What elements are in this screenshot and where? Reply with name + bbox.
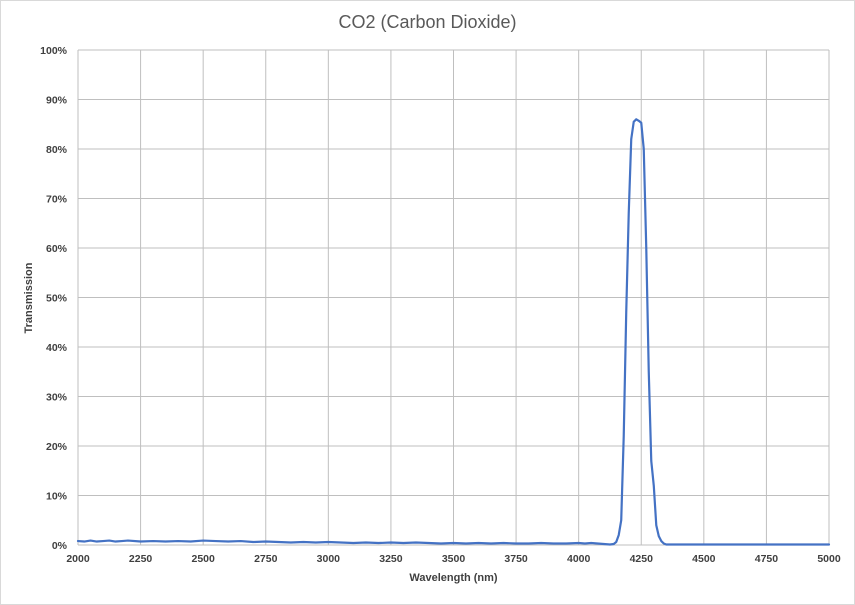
chart-title: CO2 (Carbon Dioxide) [338, 12, 517, 32]
x-tick-label: 2000 [66, 553, 90, 565]
x-tick-label: 3250 [379, 553, 403, 565]
x-tick-label: 2250 [129, 553, 153, 565]
x-tick-label: 3000 [317, 553, 341, 565]
x-tick-label: 3500 [442, 553, 466, 565]
y-tick-label: 0% [52, 540, 68, 552]
y-tick-label: 80% [46, 144, 68, 156]
y-tick-label: 10% [46, 491, 68, 503]
y-tick-label: 60% [46, 243, 68, 255]
x-tick-label: 5000 [817, 553, 841, 565]
x-tick-label: 4000 [567, 553, 591, 565]
x-tick-label: 4500 [692, 553, 716, 565]
x-tick-label: 2500 [191, 553, 215, 565]
x-tick-label: 4250 [630, 553, 654, 565]
x-axis-title: Wavelength (nm) [409, 572, 498, 584]
y-tick-label: 30% [46, 392, 68, 404]
x-tick-label: 2750 [254, 553, 278, 565]
y-tick-label: 50% [46, 293, 68, 305]
x-tick-label: 3750 [504, 553, 528, 565]
y-tick-label: 40% [46, 342, 68, 354]
x-tick-label: 4750 [755, 553, 779, 565]
y-tick-label: 70% [46, 194, 68, 206]
transmission-line [76, 118, 831, 546]
y-tick-label: 20% [46, 441, 68, 453]
y-tick-label: 90% [46, 95, 68, 107]
y-tick-label: 100% [40, 45, 68, 57]
